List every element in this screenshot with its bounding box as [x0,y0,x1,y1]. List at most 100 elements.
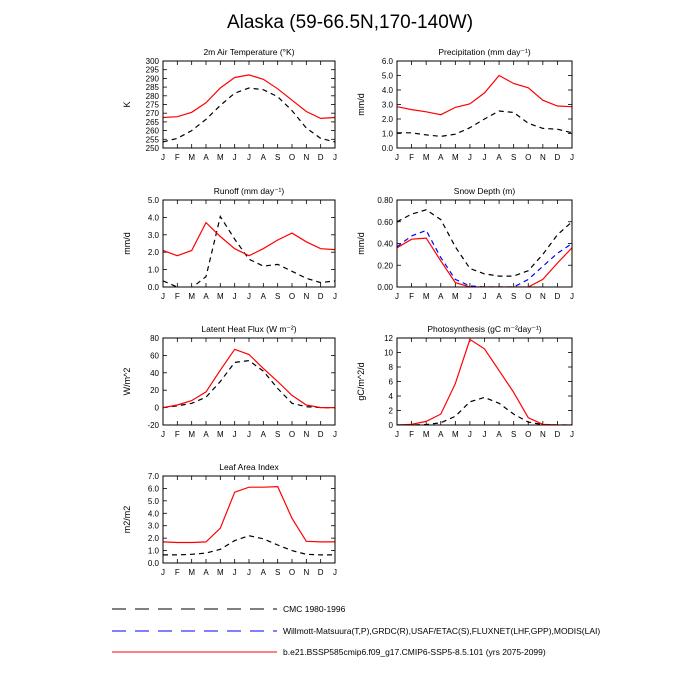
series-line-model [163,221,335,257]
x-tick-label: D [318,568,324,577]
x-tick-label: D [555,292,561,301]
x-tick-label: J [247,430,251,439]
y-tick-label: 5.0 [382,72,394,81]
series-line-model [163,485,335,544]
x-tick-label: A [203,568,209,577]
x-tick-label: S [511,292,516,301]
series-line-model [163,348,335,409]
legend-entry-cmc: CMC 1980-1996 [112,604,346,614]
x-tick-label: J [233,153,237,162]
x-tick-label: J [395,153,399,162]
y-tick-label: 0.40 [377,240,393,249]
x-tick-label: O [289,292,295,301]
panel-title: Photosynthesis (gC m⁻²day⁻¹) [427,324,541,334]
x-tick-label: N [303,430,309,439]
y-tick-label: -20 [147,421,159,430]
x-tick-label: O [289,568,295,577]
x-tick-label: N [540,292,546,301]
x-tick-label: M [452,430,459,439]
panel-title: Latent Heat Flux (W m⁻²) [201,324,296,334]
panel-title: 2m Air Temperature (°K) [203,47,294,57]
x-tick-label: A [496,153,502,162]
x-tick-label: M [217,568,224,577]
x-tick-label: A [438,292,444,301]
series-line-cmc [397,209,572,277]
x-tick-label: F [175,568,180,577]
plot-frame [162,60,336,149]
y-tick-label: 0.60 [377,218,393,227]
x-tick-label: M [423,292,430,301]
x-tick-label: O [525,430,531,439]
x-tick-label: J [333,292,337,301]
x-tick-label: S [275,153,280,162]
y-tick-label: 260 [146,127,160,136]
x-tick-label: N [303,568,309,577]
x-tick-label: A [203,292,209,301]
x-tick-label: O [525,153,531,162]
x-tick-label: J [161,153,165,162]
x-tick-label: A [261,568,267,577]
x-tick-label: D [555,153,561,162]
y-axis-label: m2/m2 [122,506,132,534]
x-tick-label: J [570,292,574,301]
y-tick-label: 4.0 [148,509,160,518]
panel-title: Precipitation (mm day⁻¹) [438,47,531,57]
x-tick-label: J [233,292,237,301]
y-tick-label: 1.0 [382,130,394,139]
x-tick-label: J [161,292,165,301]
legend-label: Willmott-Matsuura(T,P),GRDC(R),USAF/ETAC… [283,626,600,636]
y-axis-label: gC/m^2/d [356,362,366,400]
y-tick-label: 0 [389,421,394,430]
series-line-model [397,237,572,287]
x-tick-label: M [423,430,430,439]
x-tick-label: A [438,153,444,162]
x-tick-label: M [423,153,430,162]
x-tick-label: F [175,292,180,301]
x-tick-label: A [203,430,209,439]
y-tick-label: 250 [146,144,160,153]
x-tick-label: M [188,292,195,301]
y-tick-label: 2 [389,407,394,416]
y-tick-label: 0.20 [377,261,393,270]
y-tick-label: 290 [146,74,160,83]
x-tick-label: N [540,430,546,439]
legend-entry-obs: Willmott-Matsuura(T,P),GRDC(R),USAF/ETAC… [112,626,600,636]
x-tick-label: J [395,292,399,301]
x-tick-label: N [303,153,309,162]
y-tick-label: 2.0 [382,115,394,124]
y-tick-label: 8 [389,363,394,372]
x-tick-label: F [409,153,414,162]
x-tick-label: D [318,153,324,162]
x-tick-label: S [275,292,280,301]
y-tick-label: 5.0 [148,497,160,506]
series-line-cmc [163,87,335,143]
plot-frame [162,337,336,426]
x-tick-label: A [203,153,209,162]
y-tick-label: 3.0 [382,101,394,110]
y-tick-label: 80 [150,334,159,343]
y-tick-label: 0.0 [148,559,160,568]
panel-5: Latent Heat Flux (W m⁻²) W/m^2 -20 0 20 40 60 8… [122,324,337,439]
y-tick-label: 60 [150,351,159,360]
x-tick-label: S [511,153,516,162]
y-tick-label: 20 [150,386,159,395]
plot-frame [396,60,573,149]
x-tick-label: J [233,430,237,439]
x-tick-label: J [333,153,337,162]
x-tick-label: F [409,292,414,301]
y-tick-label: 0.80 [377,196,393,205]
x-tick-label: A [261,153,267,162]
y-tick-label: 255 [146,135,160,144]
y-axis-label: W/m^2 [122,368,132,396]
x-tick-label: A [261,292,267,301]
y-tick-label: 1.0 [148,547,160,556]
x-tick-label: F [175,430,180,439]
x-tick-label: J [483,292,487,301]
plot-frame [162,475,336,564]
x-tick-label: S [275,568,280,577]
x-tick-label: N [303,292,309,301]
y-tick-label: 4 [389,392,394,401]
x-tick-label: J [333,430,337,439]
x-tick-label: J [570,153,574,162]
x-tick-label: M [188,153,195,162]
